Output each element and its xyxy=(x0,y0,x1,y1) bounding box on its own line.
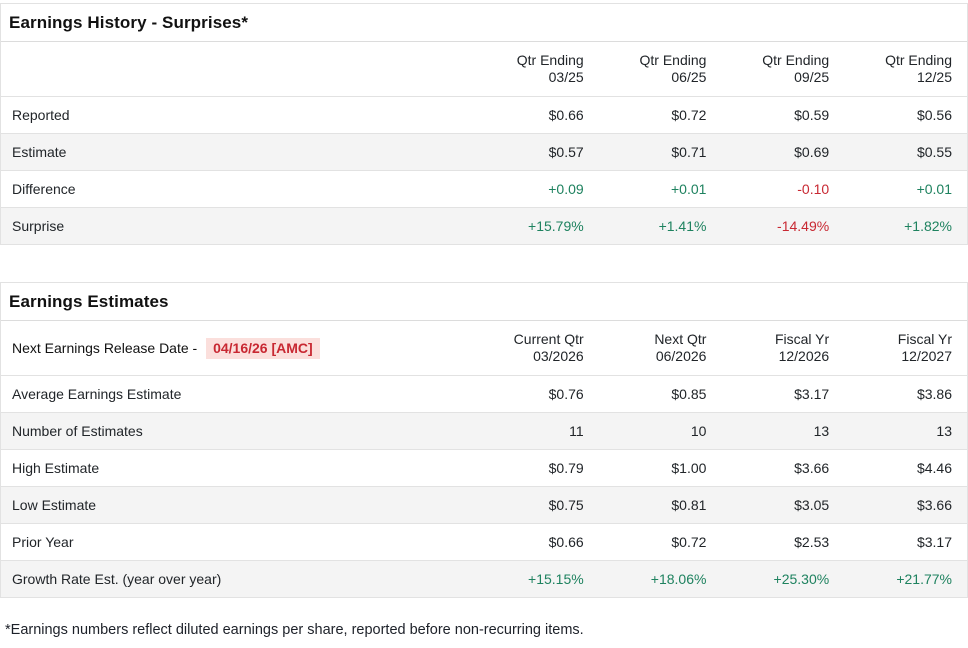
earnings-footnote: *Earnings numbers reflect diluted earnin… xyxy=(5,622,584,639)
cell-value: 10 xyxy=(598,412,722,451)
column-header-qtr-4: Qtr Ending 12/25 xyxy=(844,42,967,98)
cell-value-positive: +1.82% xyxy=(844,207,967,246)
next-earnings-release: Next Earnings Release Date - 04/16/26 [A… xyxy=(1,321,476,377)
earnings-estimates-table: Next Earnings Release Date - 04/16/26 [A… xyxy=(1,321,967,599)
row-label: Estimate xyxy=(1,133,476,172)
cell-value: $0.72 xyxy=(598,96,722,135)
column-header-current-qtr: Current Qtr 03/2026 xyxy=(475,321,599,377)
column-header-qtr-1: Qtr Ending 03/25 xyxy=(475,42,599,98)
cell-value: $0.55 xyxy=(844,133,967,172)
cell-value: $2.53 xyxy=(721,523,845,562)
cell-value: 13 xyxy=(721,412,845,451)
cell-value: $3.66 xyxy=(721,449,845,488)
column-header-next-qtr: Next Qtr 06/2026 xyxy=(598,321,722,377)
table-row-growth-rate: Growth Rate Est. (year over year) +15.15… xyxy=(1,560,967,599)
row-label: Difference xyxy=(1,170,476,209)
cell-value: $0.81 xyxy=(598,486,722,525)
cell-value: $1.00 xyxy=(598,449,722,488)
cell-value: $0.76 xyxy=(475,375,599,414)
cell-value: $3.17 xyxy=(844,523,967,562)
column-header-fiscal-yr-1: Fiscal Yr 12/2026 xyxy=(721,321,845,377)
table-row-surprise: Surprise +15.79% +1.41% -14.49% +1.82% xyxy=(1,207,967,246)
earnings-estimates-title: Earnings Estimates xyxy=(1,283,967,322)
cell-value: $0.66 xyxy=(475,96,599,135)
table-row-reported: Reported $0.66 $0.72 $0.59 $0.56 xyxy=(1,96,967,135)
cell-value: $0.69 xyxy=(721,133,845,172)
cell-value: $0.79 xyxy=(475,449,599,488)
cell-value-negative: -0.10 xyxy=(721,170,845,209)
earnings-history-table: Qtr Ending 03/25 Qtr Ending 06/25 Qtr En… xyxy=(1,42,967,246)
cell-value: $3.17 xyxy=(721,375,845,414)
cell-value: $0.56 xyxy=(844,96,967,135)
row-label: Reported xyxy=(1,96,476,135)
row-label: Number of Estimates xyxy=(1,412,476,451)
table-row-prior-year: Prior Year $0.66 $0.72 $2.53 $3.17 xyxy=(1,523,967,562)
cell-value: $3.05 xyxy=(721,486,845,525)
table-row-number-of-estimates: Number of Estimates 11 10 13 13 xyxy=(1,412,967,451)
cell-value: $3.86 xyxy=(844,375,967,414)
cell-value-positive: +1.41% xyxy=(598,207,722,246)
cell-value-positive: +21.77% xyxy=(844,560,967,599)
cell-value-positive: +15.79% xyxy=(475,207,599,246)
release-date-label: Next Earnings Release Date - xyxy=(12,339,198,356)
earnings-estimates-header-row: Next Earnings Release Date - 04/16/26 [A… xyxy=(1,321,967,377)
table-row-high-estimate: High Estimate $0.79 $1.00 $3.66 $4.46 xyxy=(1,449,967,488)
table-row-average-estimate: Average Earnings Estimate $0.76 $0.85 $3… xyxy=(1,375,967,414)
row-label: Growth Rate Est. (year over year) xyxy=(1,560,476,599)
cell-value: 13 xyxy=(844,412,967,451)
cell-value: $0.71 xyxy=(598,133,722,172)
release-date-badge: 04/16/26 [AMC] xyxy=(206,337,320,359)
cell-value: $0.72 xyxy=(598,523,722,562)
cell-value: $0.85 xyxy=(598,375,722,414)
section-spacer xyxy=(0,245,968,282)
cell-value: $4.46 xyxy=(844,449,967,488)
column-header-qtr-2: Qtr Ending 06/25 xyxy=(598,42,722,98)
table-row-low-estimate: Low Estimate $0.75 $0.81 $3.05 $3.66 xyxy=(1,486,967,525)
cell-value-positive: +25.30% xyxy=(721,560,845,599)
cell-value: $0.66 xyxy=(475,523,599,562)
earnings-estimates-section: Earnings Estimates Next Earnings Release… xyxy=(0,282,968,599)
cell-value: $0.75 xyxy=(475,486,599,525)
row-label: Average Earnings Estimate xyxy=(1,375,476,414)
cell-value-positive: +18.06% xyxy=(598,560,722,599)
earnings-history-header-row: Qtr Ending 03/25 Qtr Ending 06/25 Qtr En… xyxy=(1,42,967,98)
cell-value: $3.66 xyxy=(844,486,967,525)
table-row-estimate: Estimate $0.57 $0.71 $0.69 $0.55 xyxy=(1,133,967,172)
row-label: Low Estimate xyxy=(1,486,476,525)
row-label: Prior Year xyxy=(1,523,476,562)
column-header-qtr-3: Qtr Ending 09/25 xyxy=(721,42,845,98)
cell-value-positive: +0.01 xyxy=(844,170,967,209)
cell-value-positive: +0.09 xyxy=(475,170,599,209)
earnings-history-section: Earnings History - Surprises* Qtr Ending… xyxy=(0,3,968,246)
cell-value: $0.57 xyxy=(475,133,599,172)
row-label: Surprise xyxy=(1,207,476,246)
table-row-difference: Difference +0.09 +0.01 -0.10 +0.01 xyxy=(1,170,967,209)
cell-value: 11 xyxy=(475,412,599,451)
cell-value-positive: +15.15% xyxy=(475,560,599,599)
empty-header-cell xyxy=(1,42,476,98)
column-header-fiscal-yr-2: Fiscal Yr 12/2027 xyxy=(844,321,967,377)
earnings-history-title: Earnings History - Surprises* xyxy=(1,4,967,42)
cell-value: $0.59 xyxy=(721,96,845,135)
row-label: High Estimate xyxy=(1,449,476,488)
cell-value-negative: -14.49% xyxy=(721,207,845,246)
cell-value-positive: +0.01 xyxy=(598,170,722,209)
